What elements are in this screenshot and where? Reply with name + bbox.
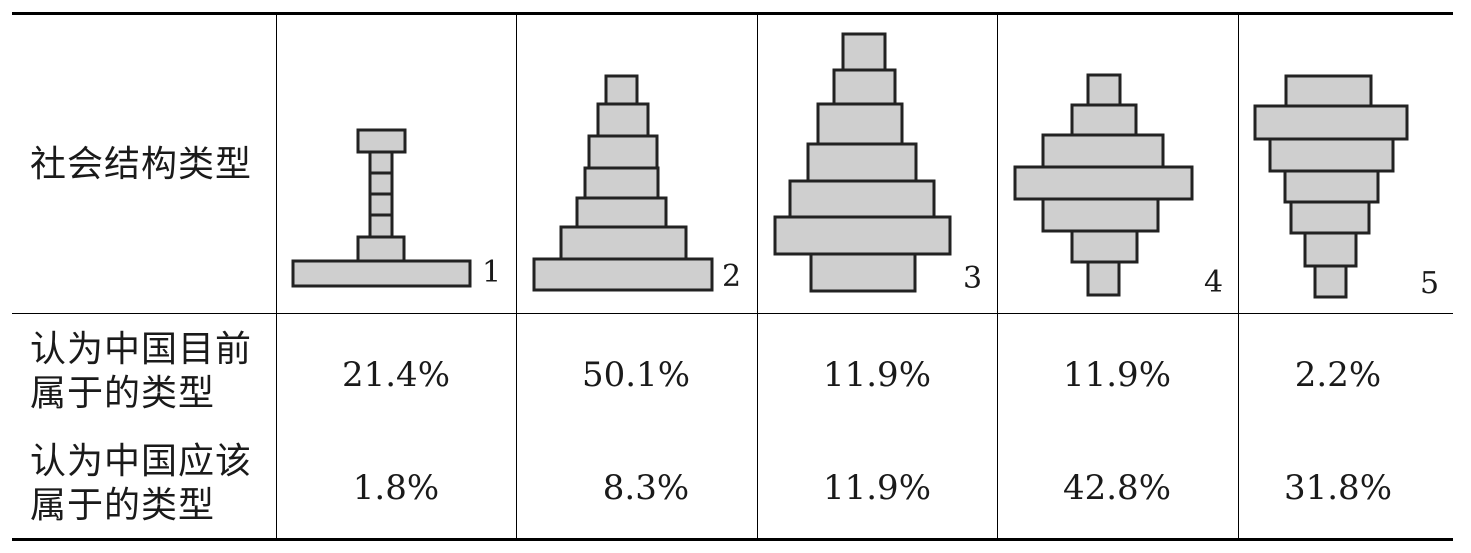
type-number-5: 5 (1420, 266, 1440, 301)
pyramid-type-3 (773, 32, 952, 293)
current-value-type-3: 11.9% (822, 355, 931, 395)
current-value-type-2: 50.1% (581, 355, 690, 395)
current-value-type-1: 21.4% (341, 355, 450, 395)
pyramid-type-2 (532, 74, 714, 292)
table-top-rule (12, 12, 1453, 15)
pyramid-type-1 (291, 128, 472, 288)
row-divider (12, 313, 1453, 314)
row-label-current: 认为中国目前 属于的类型 (30, 329, 253, 414)
current-value-type-4: 11.9% (1062, 355, 1171, 395)
table-bottom-rule (12, 538, 1453, 541)
type-number-4: 4 (1204, 265, 1224, 300)
current-value-type-5: 2.2% (1294, 355, 1382, 395)
type-number-1: 1 (482, 255, 502, 290)
should-value-type-1: 1.8% (352, 468, 440, 508)
row-label-should: 认为中国应该 属于的类型 (30, 441, 253, 526)
pyramid-type-4 (1013, 73, 1194, 297)
header-label: 社会结构类型 (30, 144, 253, 185)
type-number-3: 3 (963, 261, 983, 296)
should-value-type-3: 11.9% (822, 468, 931, 508)
pyramid-type-5 (1253, 74, 1409, 299)
column-divider (1238, 15, 1239, 538)
column-divider (757, 15, 758, 538)
should-value-type-4: 42.8% (1062, 468, 1171, 508)
should-value-type-5: 31.8% (1283, 468, 1392, 508)
should-value-type-2: 8.3% (602, 468, 690, 508)
type-number-2: 2 (722, 259, 742, 294)
column-divider (997, 15, 998, 538)
column-divider (516, 15, 517, 538)
column-divider (276, 15, 277, 538)
